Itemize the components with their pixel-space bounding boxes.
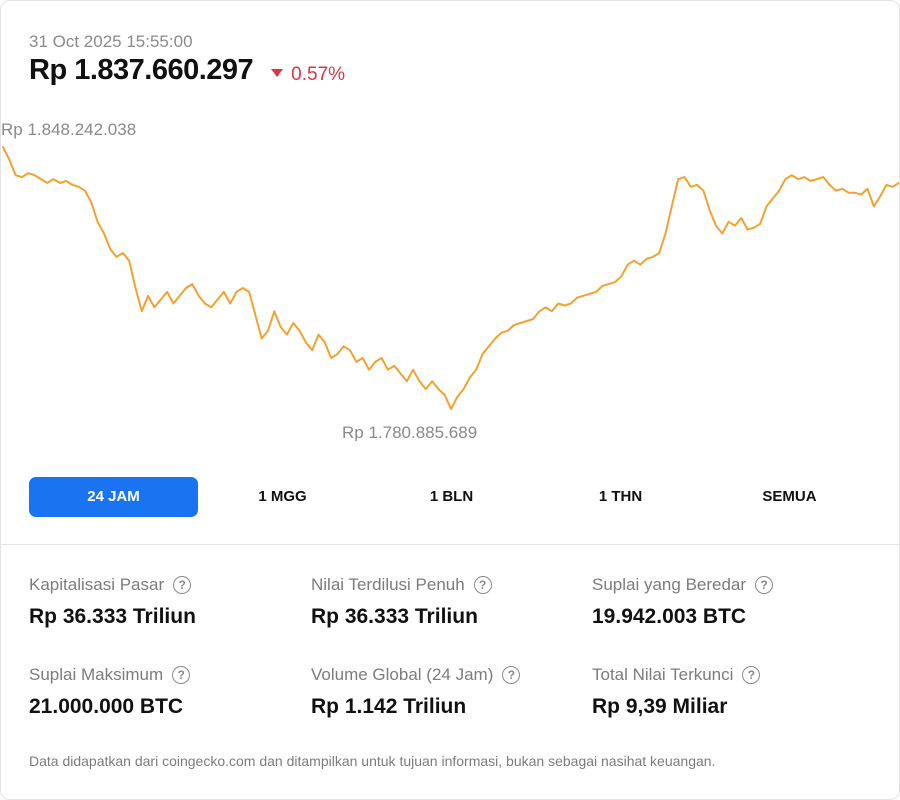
stat-market-cap: Kapitalisasi Pasar ? Rp 36.333 Triliun	[29, 575, 299, 629]
stat-label-text: Volume Global (24 Jam)	[311, 665, 494, 684]
stat-label-text: Nilai Terdilusi Penuh	[311, 575, 465, 594]
tab-semua[interactable]: SEMUA	[762, 488, 817, 505]
stat-label: Suplai yang Beredar ?	[592, 575, 862, 595]
tab-1-bln[interactable]: 1 BLN	[429, 488, 474, 505]
help-icon[interactable]: ?	[172, 666, 191, 684]
help-icon[interactable]: ?	[755, 576, 774, 594]
stat-label: Nilai Terdilusi Penuh ?	[311, 575, 581, 595]
chart-low-label: Rp 1.780.885.689	[342, 423, 477, 441]
help-icon[interactable]: ?	[473, 576, 492, 594]
stat-value: 21.000.000 BTC	[29, 695, 184, 718]
stat-label-text: Suplai yang Beredar	[592, 575, 747, 594]
stat-label-text: Kapitalisasi Pasar	[29, 575, 165, 594]
stat-label: Volume Global (24 Jam) ?	[311, 665, 581, 685]
stat-value: Rp 36.333 Triliun	[311, 605, 478, 628]
price-change: 0.57%	[271, 64, 345, 86]
stat-label-text: Total Nilai Terkunci	[592, 665, 734, 684]
price-row: Rp 1.837.660.297 0.57%	[29, 54, 345, 87]
help-icon[interactable]: ?	[173, 576, 192, 594]
stat-global-volume: Volume Global (24 Jam) ? Rp 1.142 Triliu…	[311, 665, 581, 719]
timeframe-tabs: 24 JAM 1 MGG 1 BLN 1 THN SEMUA	[29, 477, 874, 517]
stat-fully-diluted: Nilai Terdilusi Penuh ? Rp 36.333 Triliu…	[311, 575, 581, 629]
tab-1-thn[interactable]: 1 THN	[598, 488, 643, 505]
price-line	[2, 146, 899, 410]
stat-value: Rp 9,39 Miliar	[592, 695, 728, 718]
price-chart[interactable]: Rp 1.848.242.038 Rp 1.780.885.689	[1, 101, 900, 441]
down-arrow-icon	[271, 69, 284, 77]
stat-label: Kapitalisasi Pasar ?	[29, 575, 299, 595]
stat-value: Rp 1.142 Triliun	[311, 695, 467, 718]
stat-label-text: Suplai Maksimum	[29, 665, 164, 684]
tab-24-jam[interactable]: 24 JAM	[29, 477, 198, 517]
price-change-percent: 0.57%	[291, 64, 346, 85]
stat-value: 19.942.003 BTC	[592, 605, 747, 628]
help-icon[interactable]: ?	[502, 666, 521, 684]
section-divider	[1, 544, 899, 545]
current-price: Rp 1.837.660.297	[29, 54, 254, 86]
stat-value: Rp 36.333 Triliun	[29, 605, 196, 628]
disclaimer-text: Data didapatkan dari coingecko.com dan d…	[29, 753, 716, 769]
stat-max-supply: Suplai Maksimum ? 21.000.000 BTC	[29, 665, 299, 719]
help-icon[interactable]: ?	[742, 666, 761, 684]
chart-high-label: Rp 1.848.242.038	[1, 120, 136, 139]
stat-total-value-locked: Total Nilai Terkunci ? Rp 9,39 Miliar	[592, 665, 862, 719]
tab-1-mgg[interactable]: 1 MGG	[258, 488, 307, 505]
price-timestamp: 31 Oct 2025 15:55:00	[29, 32, 193, 51]
stat-label: Total Nilai Terkunci ?	[592, 665, 862, 685]
stat-circulating-supply: Suplai yang Beredar ? 19.942.003 BTC	[592, 575, 862, 629]
stat-label: Suplai Maksimum ?	[29, 665, 299, 685]
